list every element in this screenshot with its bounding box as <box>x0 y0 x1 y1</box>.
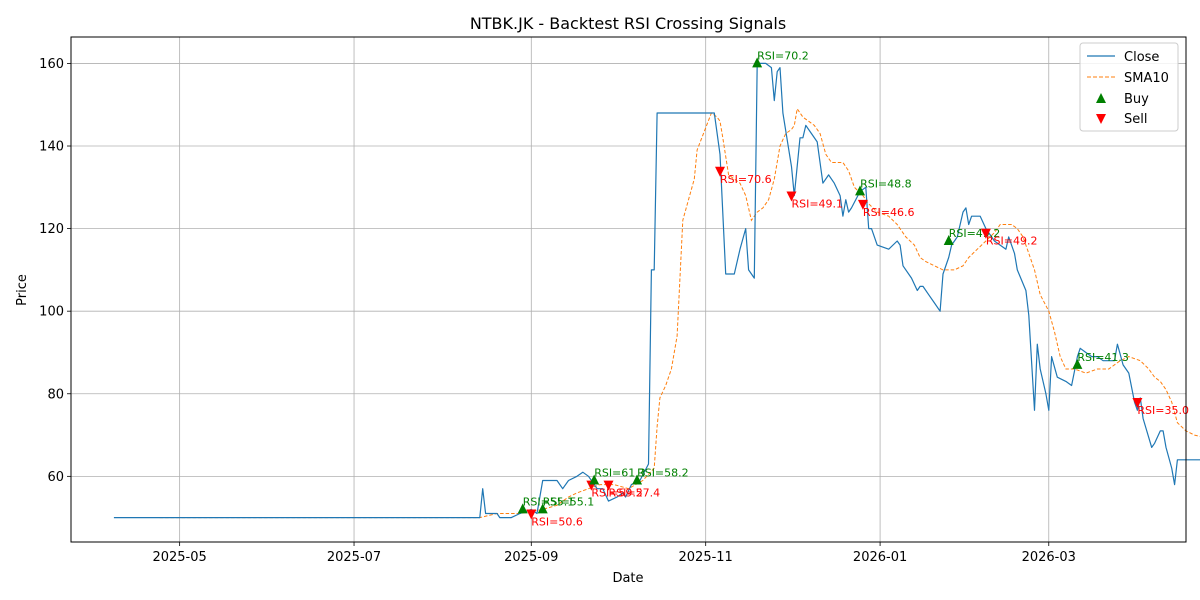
y-axis-label: Price <box>15 274 30 306</box>
x-tick-label: 2026-01 <box>853 550 907 565</box>
sell-signal-label: RSI=50.6 <box>531 516 583 529</box>
legend: Close SMA10 Buy Sell <box>1079 42 1179 132</box>
sell-signal-label: RSI=35.0 <box>1137 404 1189 417</box>
x-tick-label: 2025-11 <box>679 550 733 565</box>
sell-signal-label: RSI=59.2 <box>591 487 643 500</box>
y-tick-label: 140 <box>39 140 64 155</box>
sell-marker <box>603 480 614 491</box>
x-tick-label: 2025-07 <box>327 550 381 565</box>
buy-signal-label: RSI=61.3 <box>594 466 646 479</box>
y-tick-label: 120 <box>39 222 64 237</box>
sell-signal-label: RSI=57.4 <box>608 487 660 500</box>
chart-title: NTBK.JK - Backtest RSI Crossing Signals <box>470 14 786 33</box>
buy-marker <box>855 185 866 196</box>
buy-marker <box>589 474 600 485</box>
buy-signal-label: RSI=48.8 <box>860 177 912 190</box>
y-tick-label: 100 <box>39 305 64 320</box>
sell-marker <box>786 191 797 202</box>
buy-marker <box>537 503 548 514</box>
buy-signal-label: RSI=41.3 <box>1077 351 1129 364</box>
x-tick-label: 2025-09 <box>504 550 558 565</box>
legend-sell-swatch <box>1096 114 1106 124</box>
x-tick-label: 2026-03 <box>1022 550 1076 565</box>
buy-signal-label: RSI=55.1 <box>543 495 595 508</box>
legend-box <box>1079 42 1179 132</box>
buy-marker <box>632 474 643 485</box>
legend-sma10-label: SMA10 <box>1124 71 1169 86</box>
buy-signal-label: RSI=70.2 <box>757 49 809 62</box>
y-axis-ticks: 60 80 100 120 140 160 <box>39 57 71 485</box>
sma-series <box>159 107 1200 519</box>
x-axis-ticks: 2025-05 2025-07 2025-09 2025-11 2026-01 2026-… <box>152 542 1076 565</box>
sell-signal-label: RSI=46.6 <box>863 206 915 219</box>
legend-buy-swatch <box>1096 93 1106 103</box>
buy-signal-label: RSI=55.1 <box>523 495 575 508</box>
sell-marker <box>857 199 868 210</box>
x-axis-label: Date <box>612 571 643 586</box>
y-tick-label: 160 <box>39 57 64 72</box>
sell-marker <box>1132 398 1143 409</box>
buy-marker <box>943 234 954 245</box>
y-tick-label: 80 <box>47 387 64 402</box>
close-line <box>113 62 1200 519</box>
buy-marker <box>752 57 763 68</box>
sell-marker <box>526 509 537 520</box>
sell-signal-label: RSI=49.1 <box>791 198 843 211</box>
x-tick-label: 2025-05 <box>152 550 206 565</box>
buy-marker <box>1072 358 1083 369</box>
sma10-line <box>159 107 1200 519</box>
close-series <box>113 62 1200 519</box>
plot-frame <box>70 36 1187 543</box>
grid <box>71 37 1186 542</box>
sell-signal-label: RSI=49.2 <box>986 235 1038 248</box>
buy-signal-label: RSI=58.2 <box>637 466 689 479</box>
buy-marker <box>517 503 528 514</box>
y-tick-label: 60 <box>47 470 64 485</box>
sell-signal-label: RSI=70.6 <box>720 173 772 186</box>
signals: RSI=55.1RSI=50.6RSI=55.1RSI=59.2RSI=61.3… <box>517 49 1189 529</box>
legend-buy-label: Buy <box>1124 92 1149 107</box>
legend-sell-label: Sell <box>1124 112 1147 127</box>
legend-close-label: Close <box>1124 50 1159 65</box>
sell-marker <box>714 166 725 177</box>
sell-marker <box>980 228 991 239</box>
